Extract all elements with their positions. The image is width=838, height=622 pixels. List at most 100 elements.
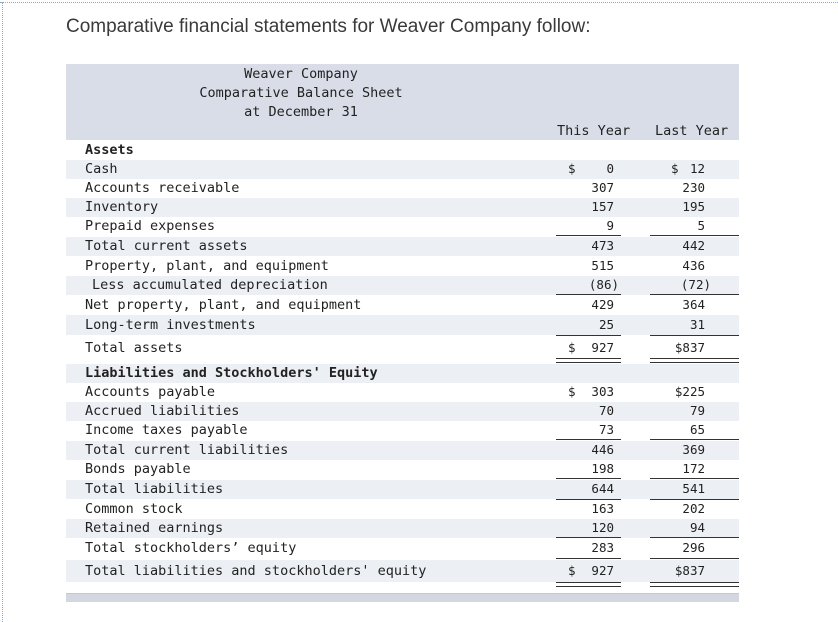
value-this-year: (86) <box>588 277 619 292</box>
double-underline <box>650 582 739 587</box>
row-label: Income taxes payable <box>85 422 248 438</box>
value-last-year: 94 <box>689 520 705 535</box>
row-label: Total current liabilities <box>85 442 289 458</box>
table-row: Total current liabilities 446 369 <box>66 441 739 460</box>
table-row: Total current assets 473 442 <box>66 237 739 256</box>
column-header-last-year: Last Year <box>655 123 729 139</box>
underline <box>556 439 621 440</box>
value-this-year: 73 <box>598 422 614 437</box>
row-label: Total liabilities <box>85 481 224 497</box>
section-heading-liabilities-equity: Liabilities and Stockholders' Equity <box>85 365 378 381</box>
table-row: Bonds payable 198 172 <box>66 460 739 479</box>
table-row: Prepaid expenses 9 5 <box>66 217 739 236</box>
value-last-year: 65 <box>689 422 705 437</box>
double-underline <box>556 358 621 363</box>
value-last-year: 172 <box>682 461 705 476</box>
underline <box>556 499 621 500</box>
value-this-year: 515 <box>591 258 614 273</box>
value-this-year: 70 <box>598 403 614 418</box>
dollar-sign: $ <box>568 384 576 399</box>
row-label: Total liabilities and stockholders' equi… <box>85 563 427 579</box>
row-label: Total current assets <box>85 238 248 254</box>
sheet-footer-bar <box>66 593 739 602</box>
value-last-year: 369 <box>682 442 705 457</box>
intro-text: Comparative financial statements for Wea… <box>66 16 591 37</box>
table-row: Cash $ 0 $ 12 <box>66 160 739 179</box>
value-this-year: 283 <box>591 540 614 555</box>
dollar-sign: $ <box>671 161 679 176</box>
row-label: Accrued liabilities <box>85 403 240 419</box>
underline <box>650 537 739 538</box>
value-last-year: 364 <box>682 297 705 312</box>
frame-left-border <box>2 2 3 622</box>
dollar-sign: $ <box>568 563 576 578</box>
row-label: Bonds payable <box>85 461 191 477</box>
dollar-sign: $ <box>568 340 576 355</box>
company-name: Weaver Company <box>244 66 358 82</box>
table-row: Net property, plant, and equipment 429 3… <box>66 296 739 315</box>
row-label: Long-term investments <box>85 317 256 333</box>
value-this-year: 927 <box>591 563 614 578</box>
value-this-year: 446 <box>591 442 614 457</box>
value-this-year: 307 <box>591 180 614 195</box>
row-label: Retained earnings <box>85 520 224 536</box>
sheet-header: Weaver Company Comparative Balance Sheet… <box>66 64 739 140</box>
table-row: Liabilities and Stockholders' Equity <box>66 364 739 383</box>
table-row: Income taxes payable 73 65 <box>66 421 739 440</box>
value-last-year: 79 <box>689 403 705 418</box>
value-last-year: (72) <box>680 277 711 292</box>
table-row: Long-term investments 25 31 <box>66 315 739 335</box>
value-last-year: 230 <box>682 180 705 195</box>
row-label: Total stockholders’ equity <box>85 540 297 556</box>
value-last-year: 442 <box>682 238 705 253</box>
underline <box>556 478 621 479</box>
value-this-year: 163 <box>591 501 614 516</box>
double-underline <box>556 582 621 587</box>
value-last-year: 541 <box>682 481 705 496</box>
balance-sheet: Weaver Company Comparative Balance Sheet… <box>66 64 739 602</box>
value-this-year: 644 <box>591 481 614 496</box>
underline <box>650 294 739 295</box>
table-row: Accounts receivable 307 230 <box>66 179 739 198</box>
value-this-year: 429 <box>591 297 614 312</box>
frame-top-border <box>0 2 838 3</box>
column-header-this-year: This Year <box>557 123 631 139</box>
value-this-year: 157 <box>591 199 614 214</box>
row-label: Common stock <box>85 501 183 517</box>
table-row: Accounts payable $ 303 $225 <box>66 383 739 402</box>
value-this-year: 303 <box>591 384 614 399</box>
table-row: Total stockholders’ equity 283 296 <box>66 539 739 558</box>
value-this-year: 927 <box>591 340 614 355</box>
underline <box>650 478 739 479</box>
value-last-year: 5 <box>697 218 705 233</box>
section-heading-assets: Assets <box>85 142 134 158</box>
value-this-year: 198 <box>591 461 614 476</box>
table-row: Total liabilities and stockholders' equi… <box>66 560 739 582</box>
value-this-year: 9 <box>606 218 614 233</box>
table-row: Total assets $ 927 $837 <box>66 338 739 360</box>
double-underline <box>650 358 739 363</box>
table-row: Property, plant, and equipment 515 436 <box>66 257 739 276</box>
underline <box>650 558 739 559</box>
underline <box>556 335 621 336</box>
underline <box>650 499 739 500</box>
row-label: Cash <box>85 161 118 177</box>
underline <box>650 439 739 440</box>
underline <box>556 537 621 538</box>
row-label: Accounts receivable <box>85 180 240 196</box>
row-label: Less accumulated depreciation <box>92 277 328 293</box>
row-label: Accounts payable <box>85 384 216 400</box>
value-this-year: 120 <box>591 520 614 535</box>
row-label: Inventory <box>85 199 159 215</box>
value-this-year: 0 <box>606 161 614 176</box>
value-last-year: 31 <box>689 317 705 332</box>
value-last-year: $225 <box>674 384 705 399</box>
value-last-year: $837 <box>674 340 705 355</box>
value-last-year: 296 <box>682 540 705 555</box>
statement-title: Comparative Balance Sheet <box>199 85 403 101</box>
table-row: Retained earnings 120 94 <box>66 519 739 538</box>
table-row: Assets <box>66 141 739 160</box>
row-label: Total assets <box>85 340 183 356</box>
table-row: Less accumulated depreciation (86) (72) <box>66 276 739 295</box>
value-last-year: 12 <box>689 161 705 176</box>
